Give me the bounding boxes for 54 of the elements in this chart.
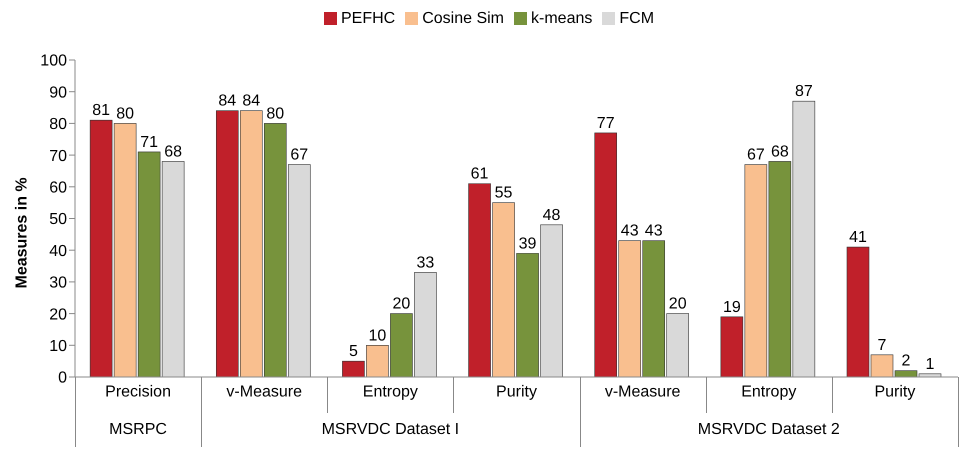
data-label: 55: [494, 184, 513, 202]
data-label: 48: [542, 206, 561, 224]
data-label: 19: [722, 298, 741, 316]
data-label: 80: [116, 105, 134, 122]
data-label: 68: [770, 143, 789, 160]
x-tick-label: Entropy: [362, 383, 418, 400]
text: MSRVDC Dataset 2: [696, 421, 841, 439]
data-label: 67: [746, 146, 765, 164]
data-label: 33: [416, 254, 434, 272]
data-label: 43: [620, 222, 639, 240]
y-tick-label: 30: [49, 274, 68, 292]
y-tick-label: 90: [49, 84, 68, 102]
data-label: 7: [878, 336, 887, 354]
y-axis-title: Measures in %: [14, 177, 31, 288]
data-label: 39: [518, 235, 537, 252]
y-tick-label: 60: [49, 179, 68, 196]
data-label: 61: [470, 166, 489, 183]
y-tick-label: 70: [49, 148, 68, 165]
x-tick-label: Purity: [496, 383, 537, 400]
x-tick-label: v-Measure: [226, 383, 302, 400]
data-label: 10: [368, 327, 386, 344]
legend-label: FCM: [619, 10, 654, 27]
data-label: 68: [164, 143, 182, 160]
x-tick-label: Precision: [105, 383, 171, 400]
data-label: 67: [290, 146, 308, 164]
legend-label: k-means: [531, 10, 592, 27]
x-tick-label: v-Measure: [604, 383, 681, 400]
data-label: 84: [242, 92, 260, 110]
data-label: 2: [902, 352, 911, 370]
data-label: 5: [348, 343, 358, 360]
data-label: 1: [926, 356, 935, 373]
y-tick-label: 10: [49, 338, 68, 355]
data-label: 41: [849, 229, 867, 246]
x-tick-label: Purity: [874, 383, 916, 400]
legend-label: PEFHC: [340, 10, 396, 27]
text: MSRVDC Dataset I: [320, 421, 460, 439]
data-label: 80: [266, 105, 284, 122]
y-tick-label: 40: [49, 242, 68, 260]
data-label: 20: [392, 296, 410, 313]
data-label: 43: [644, 222, 663, 240]
text: MSRPC: [108, 421, 168, 439]
data-label: 77: [596, 114, 615, 132]
data-label: 81: [92, 102, 110, 120]
data-label: 71: [140, 134, 158, 151]
y-tick-label: 0: [58, 370, 68, 387]
data-label: 84: [218, 92, 236, 110]
data-label: 87: [794, 83, 813, 100]
y-tick-label: 20: [49, 306, 68, 324]
data-label: 20: [668, 296, 687, 313]
x-tick-label: Entropy: [741, 383, 796, 400]
y-tick-label: 50: [49, 211, 68, 228]
y-tick-label: 80: [49, 116, 68, 134]
y-tick-label: 100: [40, 52, 68, 70]
legend-label: Cosine Sim: [422, 10, 504, 27]
